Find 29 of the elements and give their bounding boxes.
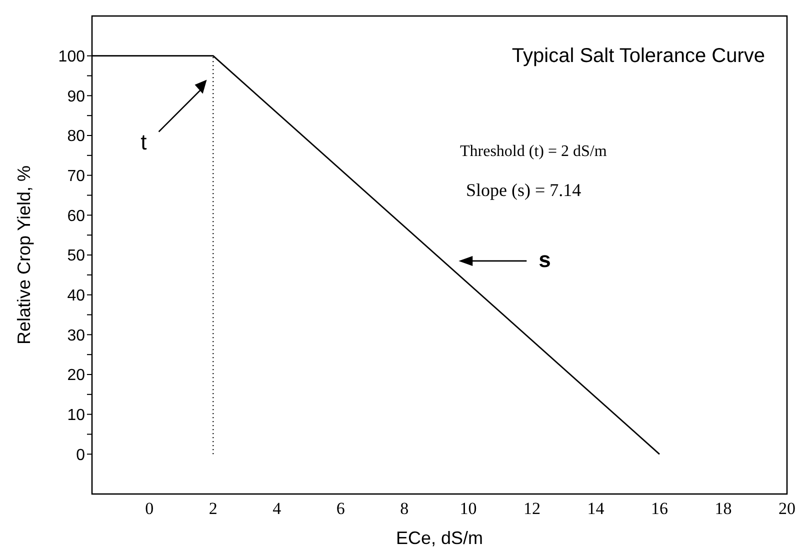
y-tick-label: 20: [67, 367, 86, 384]
x-tick-label: 10: [460, 499, 477, 518]
y-tick-label: 10: [67, 407, 86, 424]
x-tick-label: 12: [523, 499, 540, 518]
x-axis-title: ECe, dS/m: [396, 528, 484, 548]
y-tick-label: 90: [67, 88, 86, 106]
y-axis-title: Relative Crop Yield, %: [14, 165, 34, 345]
text: Typical Salt Tolerance Curve: [512, 45, 765, 67]
x-tick-label: 8: [400, 499, 409, 518]
annotation: Threshold (t) = 2 dS/m: [460, 143, 608, 160]
y-tick-label: 0: [76, 446, 86, 464]
x-tick-label: 14: [587, 499, 605, 518]
x-tick-label: 0: [145, 499, 154, 518]
x-tick-label: 4: [272, 499, 282, 518]
x-tick-label: 2: [208, 499, 218, 518]
y-tick-label: 40: [67, 288, 86, 305]
x-tick-label: 20: [778, 499, 796, 518]
y-tick-label: 100: [58, 48, 86, 66]
y-tick-label: 70: [67, 168, 86, 186]
y-tick-label: 60: [67, 208, 86, 225]
y-tick-label: 50: [67, 248, 86, 265]
x-tick-label: 6: [336, 499, 345, 518]
annotation: s: [538, 246, 551, 272]
annotation: Slope (s) = 7.14: [466, 180, 582, 200]
x-tick-label: 16: [650, 499, 668, 518]
x-tick-label: 18: [714, 499, 732, 518]
y-tick-label: 30: [67, 327, 86, 344]
annotation: t: [140, 130, 147, 155]
y-tick-label: 80: [67, 128, 86, 146]
